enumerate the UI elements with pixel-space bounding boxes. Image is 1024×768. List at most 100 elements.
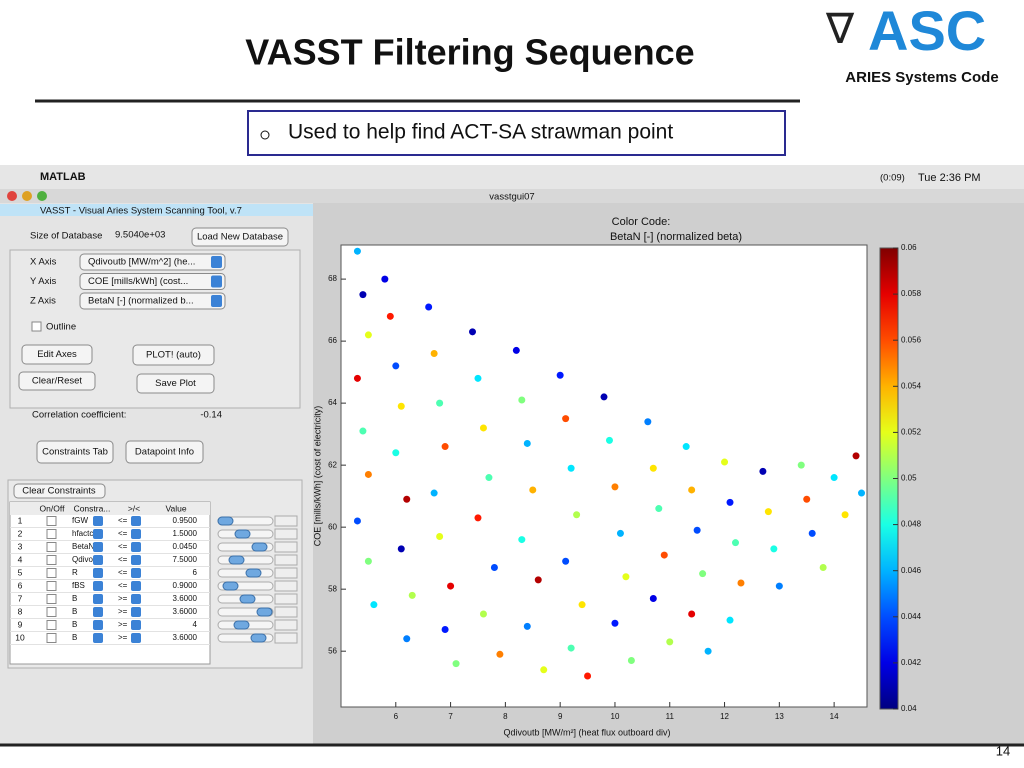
slider-thumb[interactable] bbox=[245, 568, 262, 578]
constraint-value[interactable]: 7.5000 bbox=[173, 555, 198, 564]
load-button-bg[interactable] bbox=[191, 227, 289, 247]
constraint-op[interactable]: >= bbox=[118, 633, 128, 642]
popup-bg[interactable] bbox=[79, 253, 226, 271]
constraint-op[interactable]: <= bbox=[118, 568, 128, 577]
button-bg[interactable] bbox=[18, 371, 96, 391]
slider-steppers[interactable] bbox=[274, 593, 298, 605]
name-arrow bbox=[93, 555, 103, 565]
db-label: Size of Database bbox=[30, 231, 102, 242]
constraint-name[interactable]: hfactc bbox=[72, 529, 93, 538]
popup-value[interactable]: COE [mills/kWh] (cost... bbox=[88, 276, 188, 287]
constraint-op[interactable]: <= bbox=[118, 542, 128, 551]
tab-button[interactable]: Datapoint Info bbox=[135, 447, 194, 458]
tab-button-bg[interactable] bbox=[36, 440, 114, 464]
constraint-value[interactable]: 0.9500 bbox=[173, 516, 198, 525]
slider-track[interactable] bbox=[217, 555, 274, 565]
slider-steppers[interactable] bbox=[274, 606, 298, 618]
menubar-app[interactable]: MATLAB bbox=[40, 171, 86, 183]
tab-button-bg[interactable] bbox=[125, 440, 204, 464]
popup-bg[interactable] bbox=[79, 273, 226, 290]
button[interactable]: Edit Axes bbox=[37, 349, 77, 360]
minimize-button[interactable] bbox=[22, 191, 32, 201]
scatter-point bbox=[688, 486, 696, 494]
slider-thumb[interactable] bbox=[256, 607, 273, 617]
button-bg[interactable] bbox=[21, 344, 93, 365]
constraint-name[interactable]: fBS bbox=[72, 581, 85, 590]
scatter-point bbox=[644, 418, 652, 426]
button-bg[interactable] bbox=[132, 344, 215, 366]
constraint-value[interactable]: 3.6000 bbox=[173, 633, 198, 642]
constraint-value[interactable]: 3.6000 bbox=[173, 594, 198, 603]
row-checkbox[interactable] bbox=[46, 594, 57, 604]
row-number: 4 bbox=[18, 554, 23, 564]
row-checkbox[interactable] bbox=[46, 607, 57, 617]
constraint-op[interactable]: >= bbox=[118, 607, 128, 616]
constraint-name[interactable]: B bbox=[72, 620, 77, 629]
slider-steppers[interactable] bbox=[274, 528, 298, 540]
scatter-point bbox=[518, 396, 526, 404]
slider-thumb[interactable] bbox=[234, 529, 251, 539]
slider-thumb[interactable] bbox=[217, 516, 234, 526]
row-checkbox[interactable] bbox=[46, 516, 57, 526]
slider-thumb[interactable] bbox=[233, 620, 250, 630]
constraint-op[interactable]: <= bbox=[118, 516, 128, 525]
constraint-value[interactable]: 1.5000 bbox=[173, 529, 198, 538]
popup-value[interactable]: Qdivoutb [MW/m^2] (he... bbox=[88, 257, 195, 268]
table-header-bg bbox=[10, 502, 210, 515]
slider-thumb[interactable] bbox=[250, 633, 267, 643]
row-checkbox[interactable] bbox=[46, 568, 57, 578]
constraint-op[interactable]: >= bbox=[118, 594, 128, 603]
clear-constraints[interactable]: Clear Constraints bbox=[22, 486, 96, 497]
constraint-op[interactable]: <= bbox=[118, 555, 128, 564]
popup-bg[interactable] bbox=[79, 292, 226, 310]
button[interactable]: Save Plot bbox=[155, 378, 196, 389]
slider-steppers[interactable] bbox=[274, 632, 298, 644]
constraint-name[interactable]: fGW bbox=[72, 516, 88, 525]
button-bg[interactable] bbox=[136, 373, 215, 394]
menubar-clock[interactable]: Tue 2:36 PM bbox=[918, 172, 981, 184]
constraint-value[interactable]: 3.6000 bbox=[173, 607, 198, 616]
slider-steppers[interactable] bbox=[274, 580, 298, 592]
constraint-name[interactable]: B bbox=[72, 594, 77, 603]
constraint-name[interactable]: R bbox=[72, 568, 78, 577]
outline-checkbox[interactable] bbox=[31, 321, 42, 332]
constraint-name[interactable]: B bbox=[72, 633, 77, 642]
clear-constraints-bg[interactable] bbox=[13, 483, 106, 499]
slider-thumb[interactable] bbox=[239, 594, 256, 604]
tab-button[interactable]: Constraints Tab bbox=[42, 447, 108, 458]
row-checkbox[interactable] bbox=[46, 529, 57, 539]
load-button[interactable]: Load New Database bbox=[197, 232, 283, 243]
row-checkbox[interactable] bbox=[46, 620, 57, 630]
slider-steppers[interactable] bbox=[274, 619, 298, 631]
slider-steppers[interactable] bbox=[274, 515, 298, 527]
constraint-name[interactable]: BetaN bbox=[72, 542, 94, 551]
slider-steppers[interactable] bbox=[274, 554, 298, 566]
slider-steppers[interactable] bbox=[274, 541, 298, 553]
slider-steppers[interactable] bbox=[274, 567, 298, 579]
slider-thumb[interactable] bbox=[228, 555, 245, 565]
row-checkbox[interactable] bbox=[46, 633, 57, 643]
close-button[interactable] bbox=[7, 191, 17, 201]
axes-selectors: X Axis Qdivoutb [MW/m^2] (he... Y Axis COE … bbox=[30, 253, 226, 310]
constraint-op[interactable]: >= bbox=[118, 620, 128, 629]
constraint-op[interactable]: <= bbox=[118, 581, 128, 590]
button[interactable]: PLOT! (auto) bbox=[146, 350, 201, 361]
slider-thumb[interactable] bbox=[251, 542, 268, 552]
constraint-value[interactable]: 6 bbox=[193, 568, 198, 577]
constraint-value[interactable]: 0.9000 bbox=[173, 581, 198, 590]
zoom-button[interactable] bbox=[37, 191, 47, 201]
row-checkbox[interactable] bbox=[46, 555, 57, 565]
constraint-name[interactable]: Qdivo bbox=[72, 555, 93, 564]
slider-thumb[interactable] bbox=[222, 581, 239, 591]
constraint-op[interactable]: <= bbox=[118, 529, 128, 538]
scatter-point bbox=[682, 443, 690, 451]
popup-value[interactable]: BetaN [-] (normalized b... bbox=[88, 296, 194, 307]
row-number: 2 bbox=[18, 528, 23, 538]
scatter-point bbox=[474, 374, 482, 382]
constraint-value[interactable]: 0.0450 bbox=[173, 542, 198, 551]
row-checkbox[interactable] bbox=[46, 542, 57, 552]
constraint-name[interactable]: B bbox=[72, 607, 77, 616]
row-checkbox[interactable] bbox=[46, 581, 57, 591]
button[interactable]: Clear/Reset bbox=[32, 376, 83, 387]
constraint-value[interactable]: 4 bbox=[193, 620, 198, 629]
